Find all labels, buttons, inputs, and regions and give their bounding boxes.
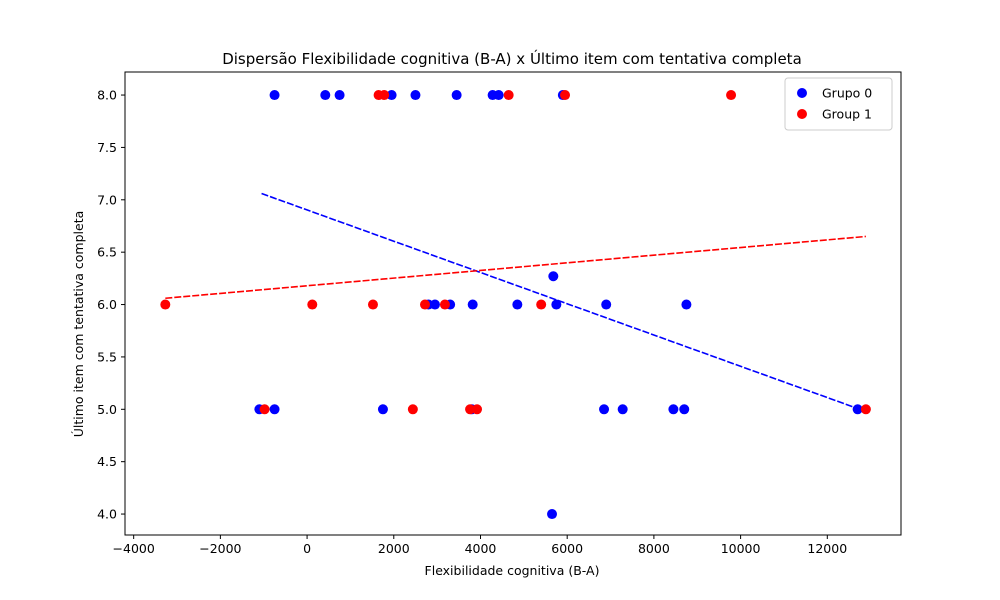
y-tick-label: 4.5 [97, 454, 117, 469]
y-axis-label: Último item com tentativa completa [71, 211, 86, 438]
plot-area: −4000 −2000 0 2000 4000 6000 8000 10000 12000 4.0… [97, 88, 871, 556]
data-point-series-1 [439, 299, 450, 310]
x-tick-label: 10000 [721, 541, 761, 556]
data-point-series-0 [852, 404, 863, 415]
data-point-series-0 [548, 271, 559, 282]
x-tick-label: −4000 [113, 541, 155, 556]
data-point-series-1 [536, 299, 547, 310]
data-point-series-0 [547, 509, 558, 520]
data-point-series-1 [367, 299, 378, 310]
y-tick-label: 5.0 [97, 402, 117, 417]
y-tick-label: 6.5 [97, 245, 117, 260]
legend-marker-series-0 [797, 88, 807, 98]
data-point-series-0 [493, 90, 504, 101]
legend: Grupo 0 Group 1 [784, 77, 893, 131]
y-tick-label: 4.0 [97, 507, 117, 522]
data-point-series-0 [681, 299, 692, 310]
data-point-series-1 [503, 90, 514, 101]
data-point-series-0 [386, 90, 397, 101]
y-tick-label: 6.0 [97, 297, 117, 312]
x-tick-label: −2000 [199, 541, 241, 556]
x-tick-label: 0 [303, 541, 311, 556]
data-point-series-0 [467, 299, 478, 310]
data-point-series-0 [668, 404, 679, 415]
data-point-series-0 [551, 299, 562, 310]
data-point-series-0 [601, 299, 612, 310]
x-tick-label: 12000 [807, 541, 847, 556]
data-point-series-0 [679, 404, 690, 415]
x-tick-label: 4000 [465, 541, 497, 556]
chart-title: Dispersão Flexibilidade cognitiva (B-A) … [222, 49, 802, 68]
data-point-series-0 [377, 404, 388, 415]
data-point-series-1 [160, 299, 171, 310]
plot-frame [124, 71, 902, 536]
data-point-series-0 [512, 299, 523, 310]
legend-label-series-0: Grupo 0 [822, 86, 872, 101]
trend-line-series-0 [261, 192, 861, 411]
data-point-series-1 [560, 90, 571, 101]
legend-marker-series-1 [797, 109, 807, 119]
x-axis-label: Flexibilidade cognitiva (B-A) [425, 563, 600, 578]
data-point-series-0 [320, 90, 331, 101]
data-point-series-0 [334, 90, 345, 101]
data-point-series-1 [465, 404, 476, 415]
data-point-series-0 [451, 90, 462, 101]
data-point-series-1 [860, 404, 871, 415]
data-point-series-1 [419, 299, 430, 310]
trend-line-series-1 [165, 235, 866, 300]
x-tick-label: 8000 [638, 541, 670, 556]
data-point-series-0 [617, 404, 628, 415]
data-point-series-1 [726, 90, 737, 101]
data-point-series-0 [599, 404, 610, 415]
y-tick-label: 7.5 [97, 140, 117, 155]
y-tick-label: 7.0 [97, 192, 117, 207]
data-point-series-1 [307, 299, 318, 310]
legend-box [784, 77, 893, 131]
x-tick-label: 6000 [551, 541, 583, 556]
data-point-series-0 [269, 404, 280, 415]
data-point-series-1 [472, 404, 483, 415]
x-tick-label: 2000 [378, 541, 410, 556]
data-point-series-0 [269, 90, 280, 101]
y-tick-label: 8.0 [97, 88, 117, 103]
y-tick-label: 5.5 [97, 349, 117, 364]
data-point-series-1 [379, 90, 390, 101]
data-point-series-0 [429, 299, 440, 310]
data-point-series-1 [407, 404, 418, 415]
data-point-series-1 [259, 404, 270, 415]
data-point-series-0 [410, 90, 421, 101]
legend-label-series-1: Group 1 [822, 107, 872, 122]
